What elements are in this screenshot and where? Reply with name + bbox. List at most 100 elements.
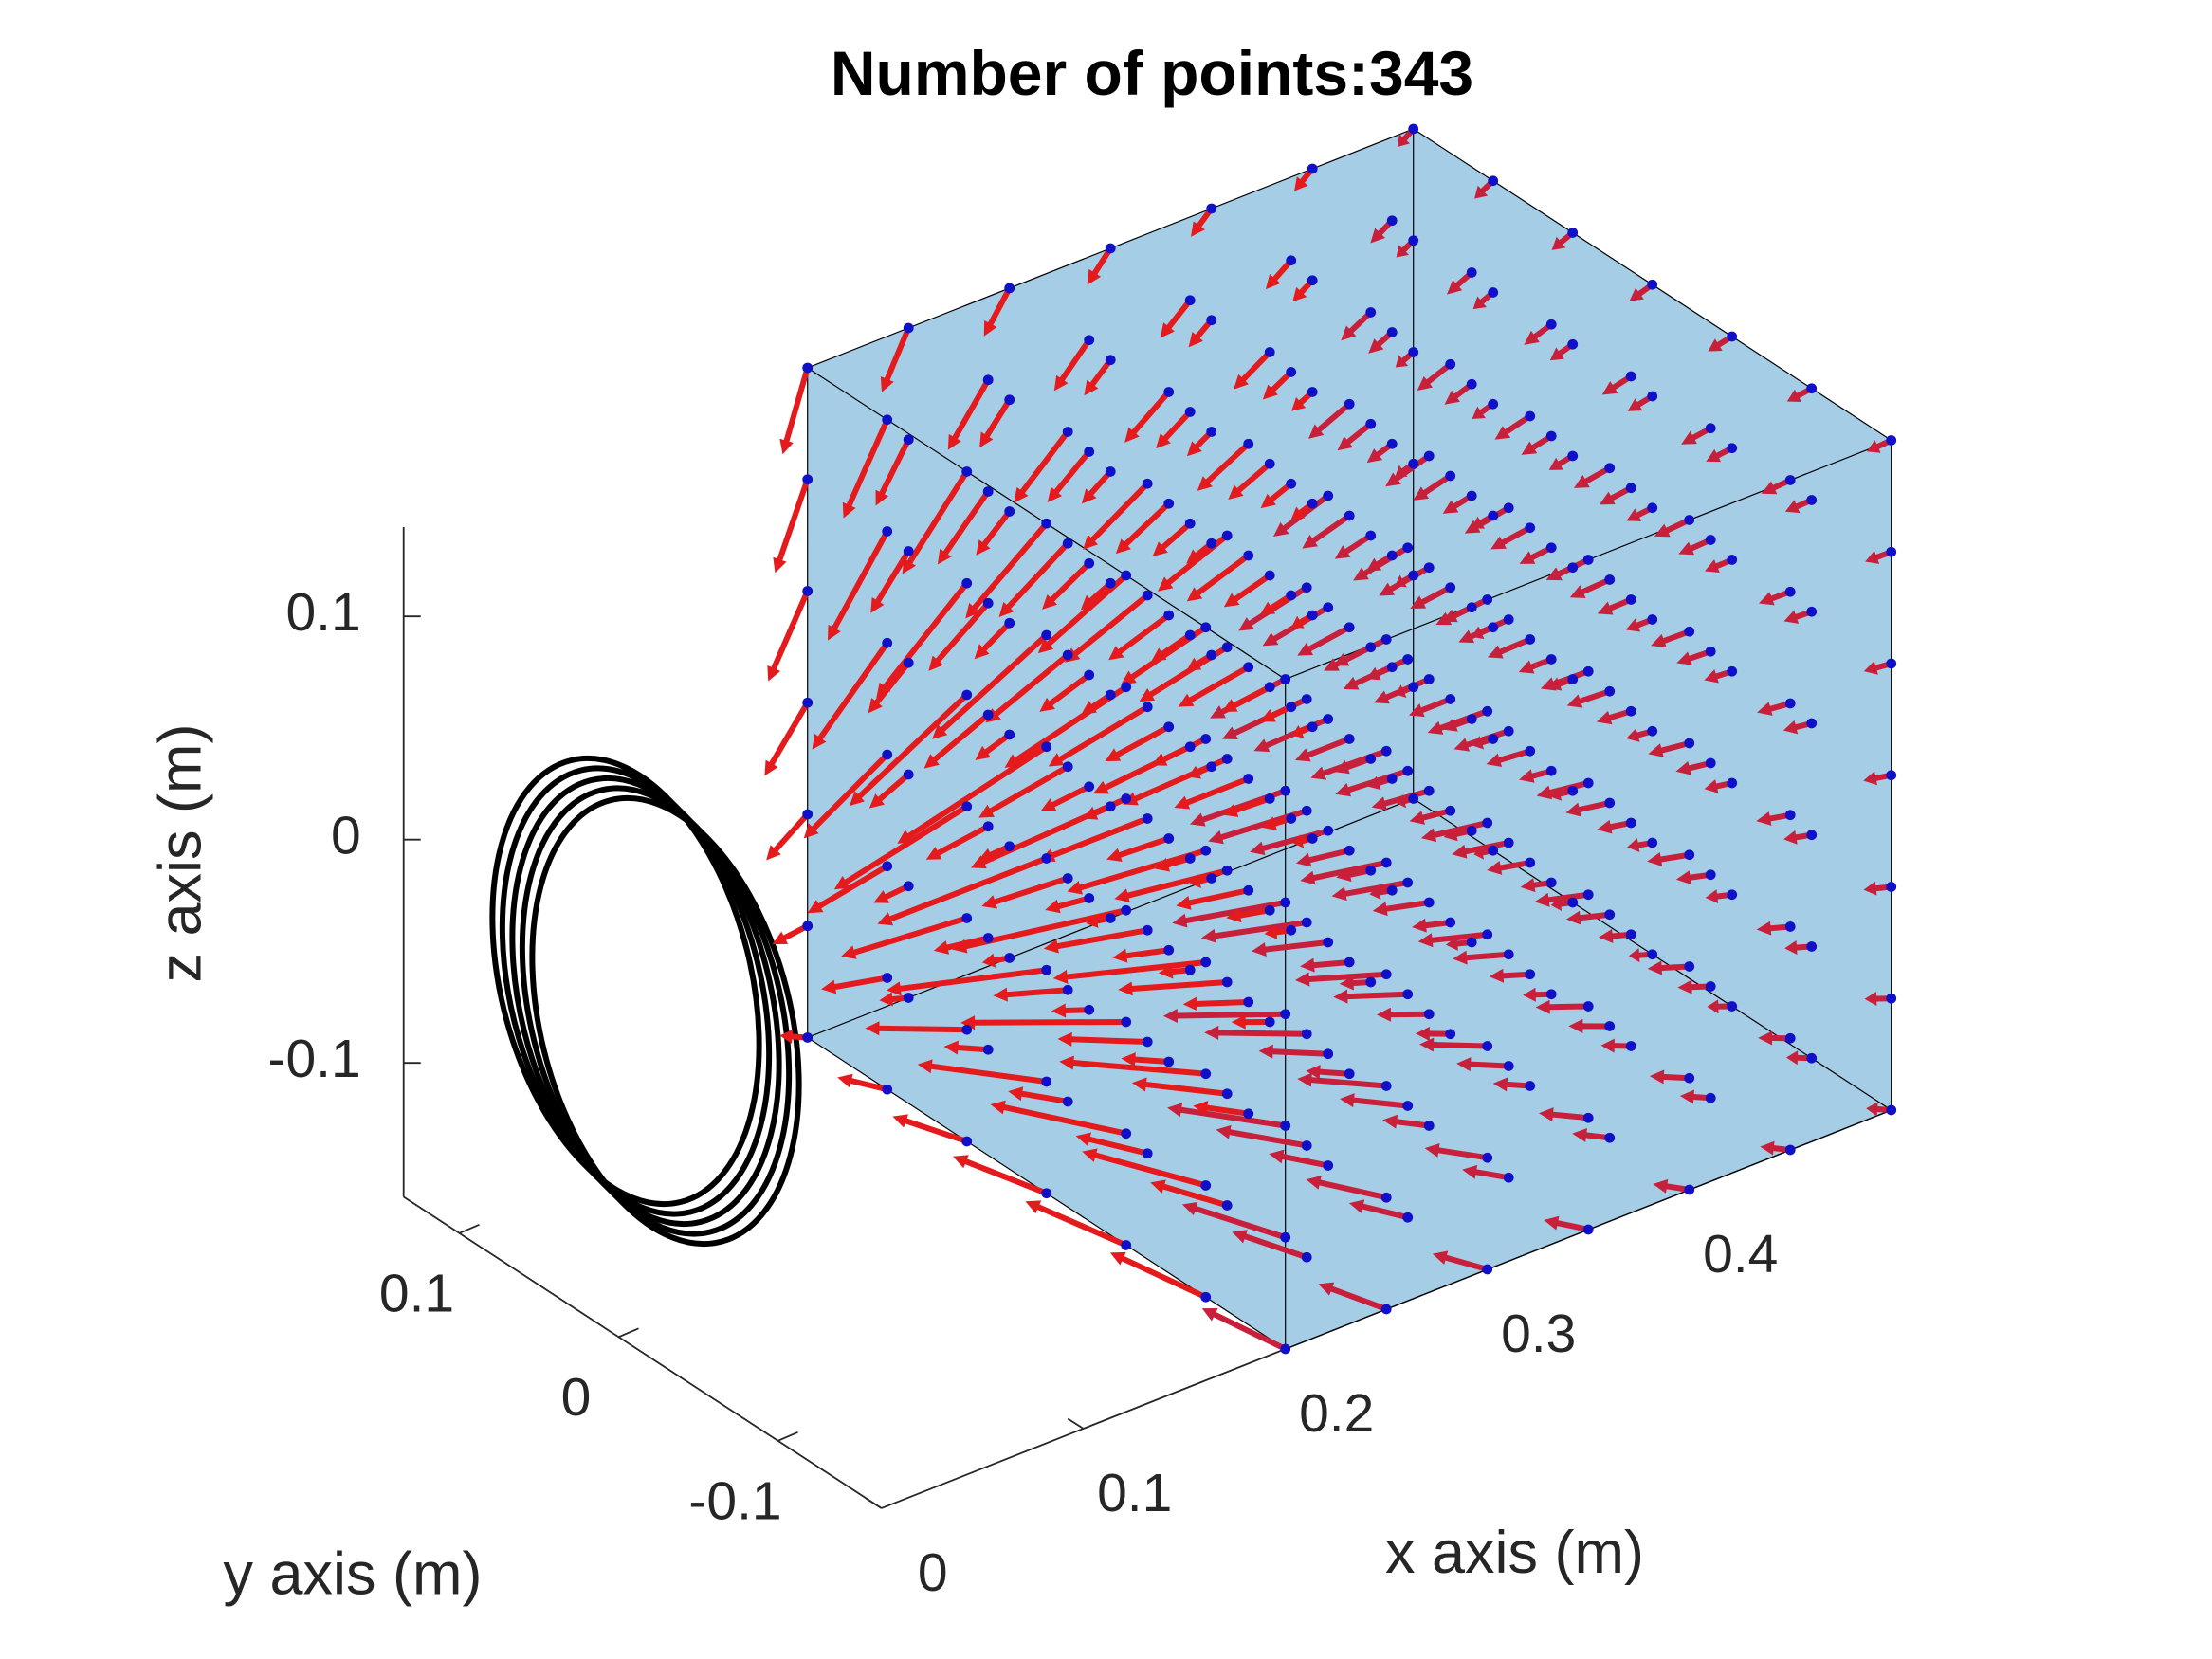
grid-point	[1488, 622, 1499, 633]
grid-point	[1264, 458, 1275, 469]
grid-point	[1084, 1004, 1095, 1015]
arrow-head	[1442, 500, 1459, 514]
arrow-head	[1156, 433, 1171, 449]
field-arrow	[1087, 357, 1113, 391]
grid-point	[1121, 904, 1132, 916]
arrow-head	[1472, 516, 1486, 529]
arrow-head	[879, 992, 893, 1007]
arrow-head	[978, 848, 995, 862]
field-arrow	[1089, 246, 1113, 280]
arrow-head	[928, 655, 943, 671]
arrow-head	[1472, 296, 1487, 310]
grid-point	[1567, 338, 1579, 350]
arrow-head	[1150, 647, 1167, 663]
arrow-head	[1473, 846, 1485, 860]
arrow-head	[1424, 1142, 1440, 1158]
grid-point	[1365, 530, 1377, 541]
grid-point	[1545, 542, 1557, 554]
field-arrow	[1544, 780, 1589, 797]
arrow-head	[1106, 848, 1123, 862]
arrow-head	[1654, 523, 1671, 538]
grid-point	[1525, 745, 1536, 757]
arrow-head	[1262, 632, 1279, 647]
arrow-head	[1369, 885, 1381, 900]
grid-point	[802, 474, 814, 485]
grid-point	[1142, 1036, 1153, 1048]
grid-point	[1647, 279, 1658, 290]
grid-point	[1582, 1001, 1594, 1012]
z-axis-label: z axis (m)	[148, 724, 214, 983]
arrow-head	[1081, 701, 1097, 715]
grid-point	[1567, 228, 1579, 238]
grid-point	[961, 913, 973, 923]
grid-point	[1062, 427, 1073, 437]
arrow-head	[1569, 585, 1586, 598]
arrow-head	[1520, 878, 1536, 893]
arrow-head	[1535, 999, 1550, 1014]
arrow-head	[1599, 491, 1616, 505]
grid-point	[1423, 785, 1435, 796]
grid-point	[1365, 642, 1377, 653]
grid-point	[882, 973, 893, 983]
grid-point	[1121, 793, 1132, 804]
arrow-head	[1432, 1250, 1449, 1265]
arrow-head	[1490, 536, 1507, 550]
field-arrow	[1237, 350, 1272, 386]
grid-point	[1264, 904, 1275, 916]
grid-point	[1041, 629, 1052, 641]
grid-point	[1886, 658, 1897, 669]
grid-point	[961, 1024, 973, 1035]
arrow-head	[1458, 629, 1475, 644]
grid-point	[1482, 594, 1493, 605]
field-arrow	[1044, 672, 1091, 709]
arrow-head	[1232, 1230, 1248, 1244]
field-arrow	[807, 752, 889, 835]
grid-point	[1286, 702, 1297, 713]
grid-point	[882, 526, 893, 537]
arrow-head	[865, 1021, 880, 1036]
grid-point	[1402, 765, 1414, 776]
arrow-head	[1150, 1179, 1166, 1194]
arrow-head	[1651, 633, 1667, 647]
grid-point	[1445, 1029, 1456, 1040]
arrow-head	[1300, 957, 1315, 973]
arrow-head	[1037, 638, 1054, 654]
x-tick-label: 0.1	[1097, 1463, 1172, 1523]
grid-point	[1625, 705, 1636, 717]
grid-point	[1582, 1224, 1594, 1235]
field-arrow	[1380, 900, 1430, 913]
field-arrow	[1129, 1056, 1169, 1065]
arrow-head	[1335, 782, 1352, 797]
grid-point	[961, 801, 973, 812]
grid-point	[1264, 570, 1275, 581]
grid-point	[802, 1032, 814, 1043]
arrow-head	[1294, 748, 1311, 762]
field-arrow	[814, 641, 890, 744]
arrow-head	[1187, 765, 1202, 779]
arrow-head	[1178, 693, 1195, 707]
grid-point	[1286, 367, 1297, 377]
arrow-head	[1420, 828, 1437, 843]
x-tick	[1067, 1417, 1085, 1430]
arrow-head	[1679, 1089, 1694, 1104]
arrow-head	[1258, 1044, 1273, 1059]
grid-point	[1041, 853, 1052, 864]
field-arrow	[1051, 927, 1148, 951]
field-arrow	[1208, 1309, 1288, 1352]
grid-point	[1365, 976, 1377, 988]
grid-point	[1084, 893, 1095, 903]
arrow-head	[1302, 534, 1318, 549]
arrow-head	[925, 847, 942, 860]
field-arrow	[1428, 820, 1489, 840]
arrow-head	[880, 376, 894, 392]
arrow-head	[1197, 476, 1213, 491]
grid-point	[1307, 387, 1318, 397]
arrow-head	[1489, 968, 1505, 983]
arrow-head	[1548, 677, 1563, 691]
field-arrow	[1201, 442, 1251, 488]
grid-point	[1886, 882, 1897, 892]
grid-point	[1625, 1041, 1636, 1051]
arrow-head	[965, 603, 980, 619]
arrow-head	[1676, 651, 1692, 665]
arrow-head	[1409, 811, 1425, 825]
